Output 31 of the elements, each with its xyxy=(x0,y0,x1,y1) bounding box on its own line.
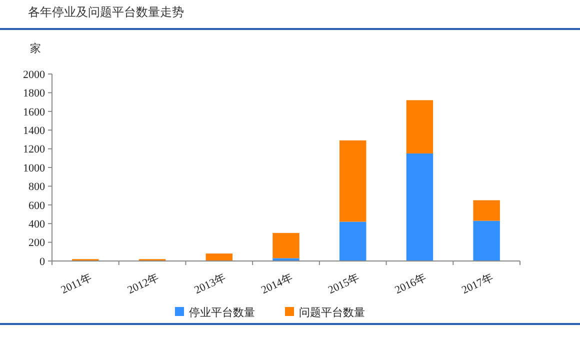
y-tick-label: 1000 xyxy=(23,162,46,174)
y-tick-label: 400 xyxy=(28,218,46,230)
bar xyxy=(272,232,300,258)
bar xyxy=(272,258,300,261)
y-tick-label: 1400 xyxy=(23,124,46,137)
x-tick-label: 2016年 xyxy=(393,272,428,297)
y-tick-label: 800 xyxy=(28,181,46,194)
y-axis-title: 家 xyxy=(30,42,41,55)
bar xyxy=(473,200,500,221)
x-tick-label: 2017年 xyxy=(460,272,496,297)
x-tick-label: 2011年 xyxy=(59,272,94,296)
chart-title: 各年停业及问题平台数量走势 xyxy=(28,5,184,19)
y-tick-label: 1800 xyxy=(23,88,46,100)
bar xyxy=(473,220,500,261)
y-tick-label: 200 xyxy=(28,237,46,250)
y-tick-label: 600 xyxy=(28,200,46,212)
bar xyxy=(339,140,366,222)
bar xyxy=(339,222,366,261)
y-tick-label: 0 xyxy=(40,256,46,268)
legend-label: 停业平台数量 xyxy=(189,306,255,319)
x-tick-label: 2013年 xyxy=(192,272,228,297)
bar xyxy=(406,100,434,154)
bar xyxy=(406,153,434,261)
x-tick-label: 2015年 xyxy=(326,272,362,297)
y-tick-label: 2000 xyxy=(23,68,46,81)
legend-label: 问题平台数量 xyxy=(299,306,365,319)
x-tick-label: 2012年 xyxy=(126,272,161,297)
bar xyxy=(206,254,233,261)
y-tick-label: 1600 xyxy=(23,106,46,118)
x-tick-label: 2014年 xyxy=(260,272,295,297)
y-tick-label: 1200 xyxy=(23,144,46,156)
